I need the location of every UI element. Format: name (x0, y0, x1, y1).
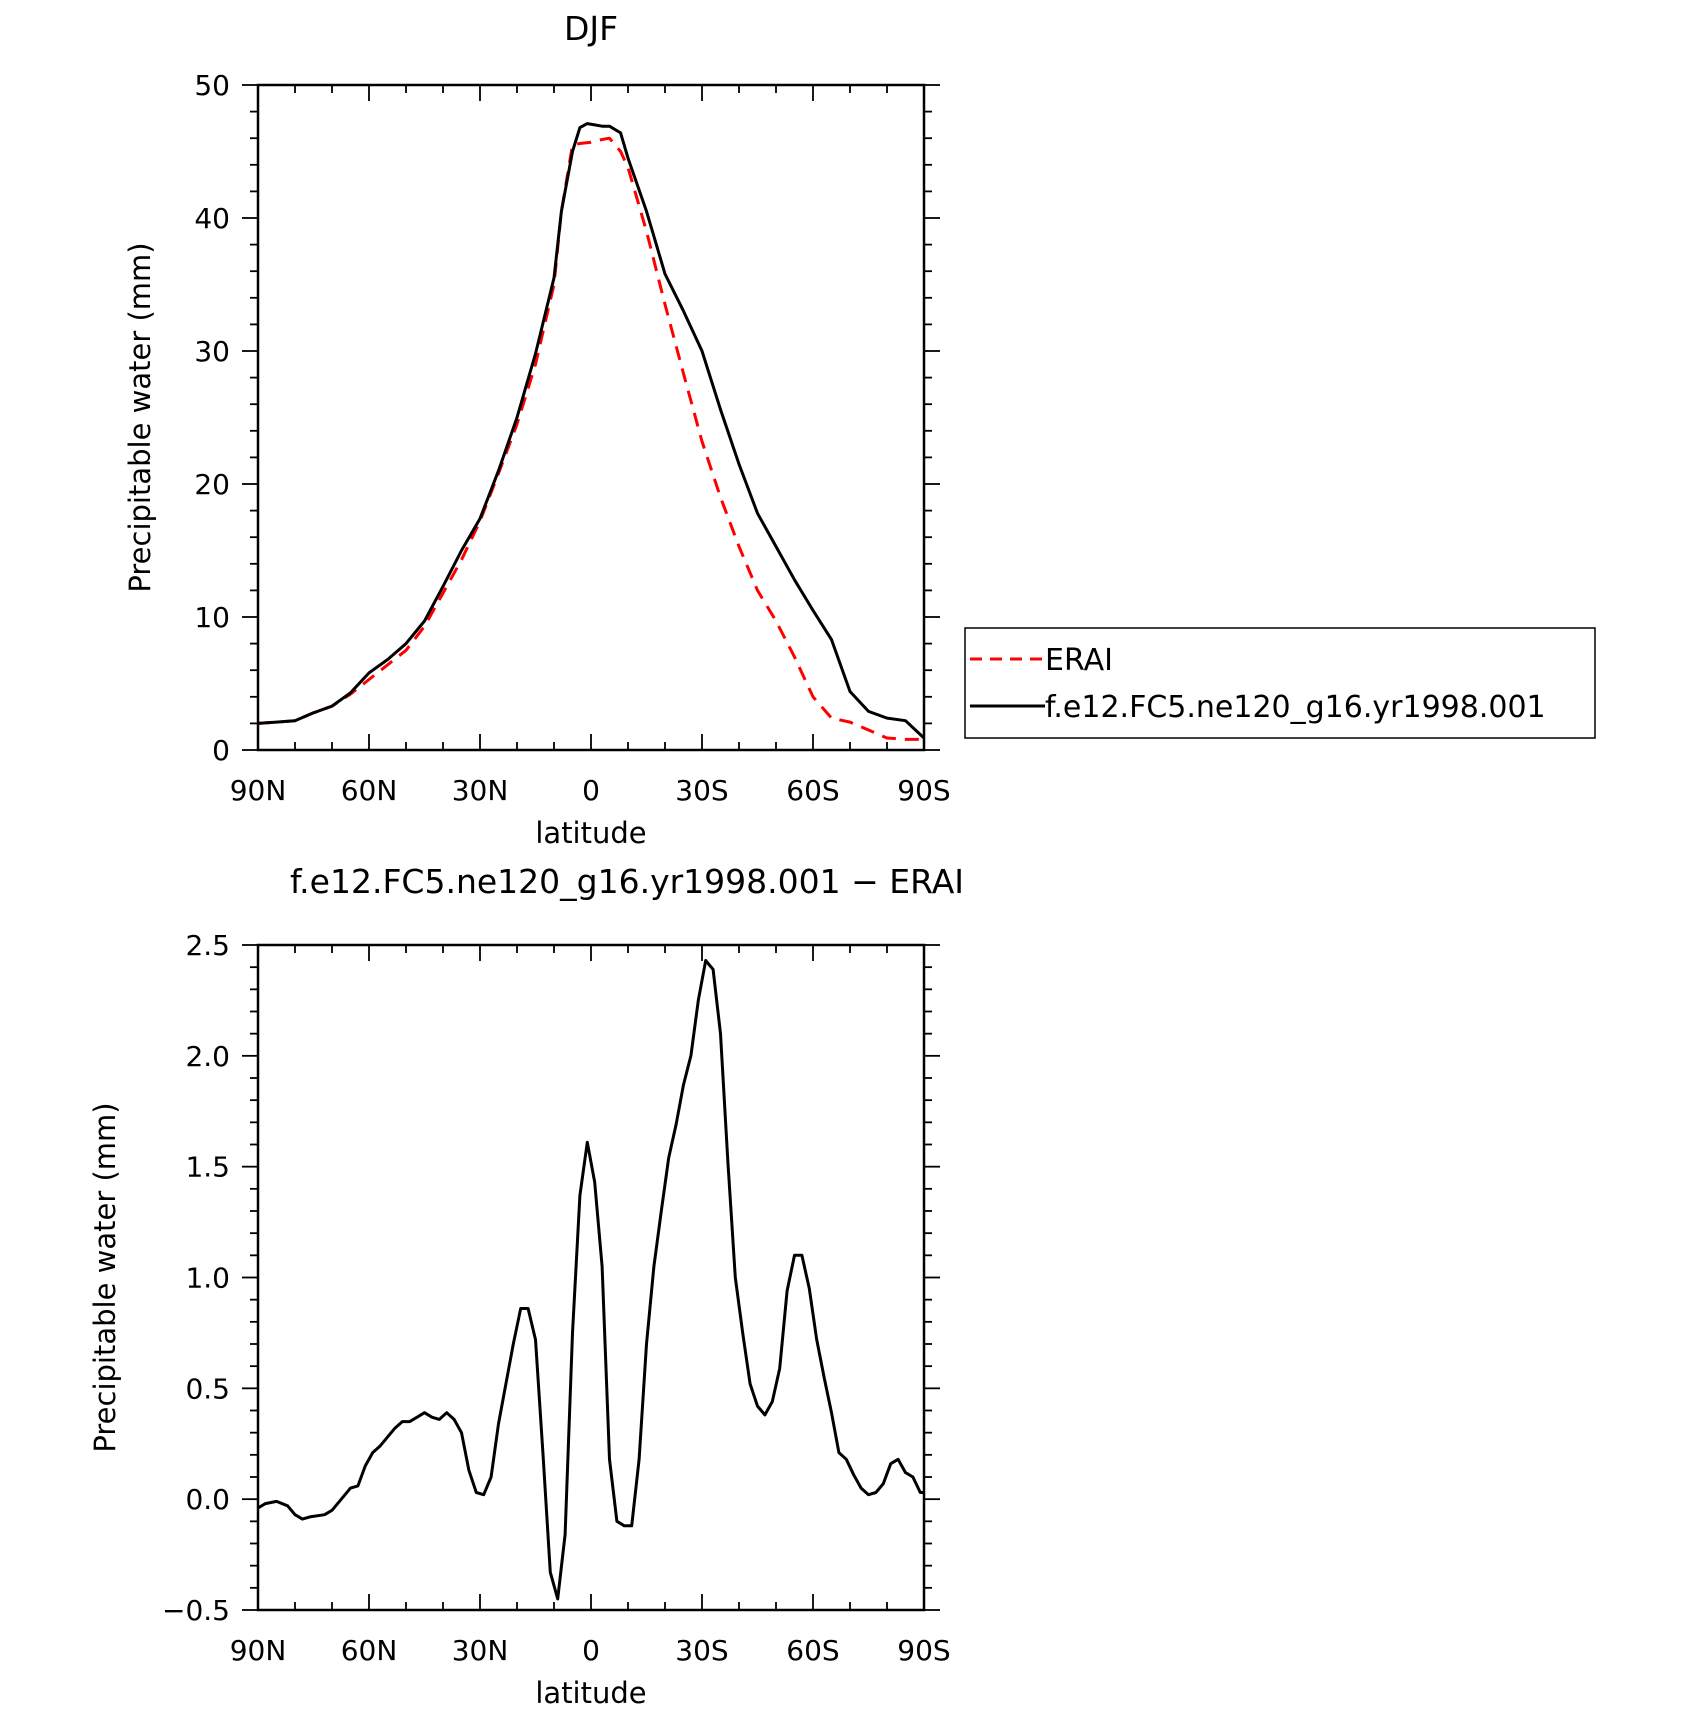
y-tick-label: 0.5 (185, 1372, 230, 1405)
x-tick-label: 30S (675, 1634, 728, 1667)
series-line-1 (257, 122, 926, 740)
y-tick-label: 1.0 (185, 1262, 230, 1295)
x-tick-label: 30N (452, 774, 509, 807)
y-tick-label: 0.0 (185, 1483, 230, 1516)
y-tick-label: 0 (212, 734, 230, 767)
y-tick-label: 30 (194, 335, 230, 368)
y-tick-label: 20 (194, 468, 230, 501)
y-tick-label: 50 (194, 69, 230, 102)
difference-chart: 90N 60N 30N 0 30S 60S 90S −0.5 0.0 0.5 1.0 1.5 2.0 2.… (88, 862, 964, 1710)
x-tick-label: 60N (341, 774, 398, 807)
plot-title: DJF (564, 9, 618, 48)
x-tick-label: 30S (675, 774, 728, 807)
x-axis-label: latitude (535, 816, 646, 850)
x-tick-label: 30N (452, 1634, 509, 1667)
y-tick-label: 2.5 (185, 929, 230, 962)
x-tick-label: 60S (786, 774, 839, 807)
legend: ERAI f.e12.FC5.ne120_g16.yr1998.001 (964, 627, 1596, 739)
y-tick-label: −0.5 (162, 1594, 230, 1627)
x-tick-label: 60N (341, 1634, 398, 1667)
y-tick-label: 1.5 (185, 1151, 230, 1184)
x-tick-label: 0 (582, 1634, 600, 1667)
plot-frame (256, 83, 926, 752)
plot-title: f.e12.FC5.ne120_g16.yr1998.001 − ERAI (290, 862, 964, 901)
y-axis-label: Precipitable water (mm) (88, 1102, 122, 1452)
x-tick-label: 90N (230, 774, 287, 807)
x-tick-label: 0 (582, 774, 600, 807)
x-axis-label: latitude (535, 1676, 646, 1710)
y-tick-label: 40 (194, 202, 230, 235)
djf-zonal-mean-chart: 90N 60N 30N 0 30S 60S 90S 0 10 20 30 40 50 latitude Pr… (123, 9, 951, 850)
y-axis-label: Precipitable water (mm) (123, 242, 157, 592)
legend-box (964, 627, 1596, 739)
x-tick-label: 90S (897, 1634, 950, 1667)
y-tick-label: 2.0 (185, 1040, 230, 1073)
x-tick-label: 90S (897, 774, 950, 807)
plot-frame (256, 943, 926, 1612)
legend-label-model: f.e12.FC5.ne120_g16.yr1998.001 (1045, 690, 1546, 725)
series-line-0 (257, 959, 924, 1601)
series-line-0 (257, 136, 924, 741)
x-tick-label: 90N (230, 1634, 287, 1667)
x-tick-label: 60S (786, 1634, 839, 1667)
y-tick-label: 10 (194, 601, 230, 634)
legend-label-erai: ERAI (1045, 643, 1113, 678)
